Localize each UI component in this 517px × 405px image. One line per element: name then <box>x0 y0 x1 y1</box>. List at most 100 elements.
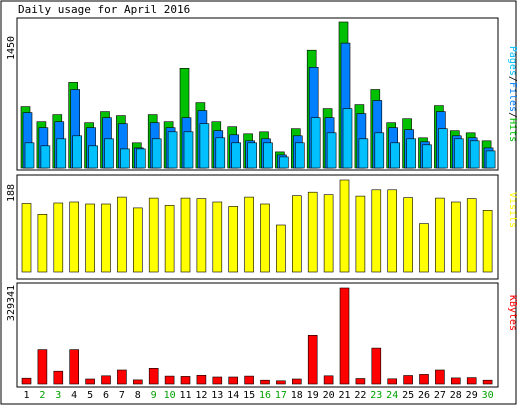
x-tick-label-7: 7 <box>119 390 125 401</box>
bar-pages-day-3 <box>56 138 67 169</box>
bar-visits-day-25 <box>403 197 413 273</box>
x-tick-label-22: 22 <box>354 390 366 401</box>
bar-pages-day-11 <box>183 131 194 169</box>
legend-hits: Hits <box>507 118 517 142</box>
bar-pages-day-29 <box>469 140 480 169</box>
bar-kbytes-day-20 <box>323 375 334 385</box>
bar-visits-day-26 <box>419 223 429 273</box>
bar-pages-day-7 <box>120 148 130 169</box>
bar-pages-day-12 <box>199 123 210 169</box>
bar-pages-day-21 <box>342 108 353 169</box>
bar-kbytes-day-24 <box>387 378 398 385</box>
panel1-ymax-label: 1450 <box>6 36 17 60</box>
bar-kbytes-day-8 <box>133 379 143 385</box>
bar-visits-day-21 <box>339 179 350 273</box>
bar-kbytes-day-10 <box>164 375 175 385</box>
bar-pages-day-17 <box>279 156 289 169</box>
bar-kbytes-day-4 <box>69 349 79 385</box>
bar-visits-day-12 <box>196 198 207 273</box>
x-axis-day-labels: 1 2 3 4 5 6 7 8 9 10 11 12 13 14 15 16 17 18 19 20 21 22 23 24 2… <box>23 390 493 401</box>
x-tick-label-16: 16 <box>259 390 271 401</box>
x-tick-label-10: 10 <box>164 390 176 401</box>
bar-pages-day-9 <box>151 138 162 169</box>
bar-kbytes-day-3 <box>53 370 64 385</box>
x-tick-label-17: 17 <box>275 390 287 401</box>
panel1-legend: Pages/Files/Hits <box>507 46 517 142</box>
bar-pages-day-13 <box>215 137 226 169</box>
x-tick-label-30: 30 <box>482 390 494 401</box>
x-tick-label-6: 6 <box>103 390 109 401</box>
bar-visits-day-11 <box>180 197 191 273</box>
bar-pages-day-16 <box>263 142 273 169</box>
bar-visits-day-18 <box>291 195 302 273</box>
chart-title: Daily usage for April 2016 <box>18 3 190 16</box>
bar-pages-day-24 <box>390 142 401 169</box>
legend-files: Files <box>507 82 517 112</box>
bar-visits-day-6 <box>101 203 111 273</box>
bar-kbytes-day-14 <box>228 376 238 385</box>
x-tick-label-15: 15 <box>243 390 255 401</box>
bar-kbytes-day-2 <box>37 349 48 385</box>
bar-kbytes-day-5 <box>85 378 95 385</box>
bar-pages-day-6 <box>104 138 114 169</box>
bar-visits-day-2 <box>37 214 48 273</box>
bar-visits-day-19 <box>307 191 318 273</box>
bar-pages-day-4 <box>72 135 82 169</box>
panel2-bars <box>21 179 493 273</box>
bar-pages-day-28 <box>453 138 464 169</box>
x-tick-label-26: 26 <box>418 390 430 401</box>
bar-visits-day-14 <box>228 206 238 273</box>
bar-kbytes-day-17 <box>276 380 286 385</box>
x-tick-label-11: 11 <box>179 390 191 401</box>
bar-visits-day-8 <box>133 207 143 273</box>
x-tick-label-9: 9 <box>151 390 157 401</box>
bar-visits-day-5 <box>85 203 95 273</box>
bar-kbytes-day-16 <box>260 379 270 385</box>
bar-pages-day-22 <box>358 138 369 169</box>
panel1-bars <box>20 21 496 169</box>
bar-pages-day-18 <box>294 142 305 169</box>
bar-visits-day-1 <box>21 203 32 273</box>
bar-kbytes-day-18 <box>291 378 302 385</box>
bar-kbytes-day-25 <box>403 375 413 385</box>
x-tick-label-14: 14 <box>227 390 239 401</box>
bar-pages-day-15 <box>247 142 257 169</box>
bar-kbytes-day-21 <box>339 287 350 385</box>
kbytes-panel: 329341 KBytes <box>6 282 517 388</box>
bar-visits-day-20 <box>323 194 334 273</box>
x-tick-label-23: 23 <box>370 390 382 401</box>
bar-kbytes-day-9 <box>148 367 159 385</box>
bar-kbytes-day-11 <box>180 376 191 385</box>
x-tick-label-5: 5 <box>87 390 93 401</box>
bar-pages-day-27 <box>438 128 448 169</box>
x-tick-label-2: 2 <box>39 390 45 401</box>
visits-panel: 188 Visits <box>6 174 517 280</box>
x-tick-label-13: 13 <box>211 390 223 401</box>
bar-pages-day-20 <box>326 132 337 169</box>
bar-pages-day-26 <box>422 144 432 169</box>
x-tick-label-27: 27 <box>434 390 446 401</box>
legend-separator: / <box>507 76 517 82</box>
x-tick-label-21: 21 <box>338 390 350 401</box>
x-tick-label-18: 18 <box>291 390 303 401</box>
bar-visits-day-30 <box>482 210 493 273</box>
bar-visits-day-27 <box>435 197 445 273</box>
bar-pages-day-30 <box>485 150 496 169</box>
bar-visits-day-4 <box>69 201 79 273</box>
x-tick-label-1: 1 <box>23 390 29 401</box>
bar-kbytes-day-12 <box>196 374 207 385</box>
bar-kbytes-day-30 <box>482 379 493 385</box>
bar-pages-day-1 <box>24 142 35 169</box>
bar-visits-day-3 <box>53 202 64 273</box>
bar-visits-day-28 <box>450 201 461 273</box>
bar-pages-day-23 <box>374 132 385 169</box>
bar-visits-day-16 <box>260 203 270 273</box>
bar-visits-day-10 <box>164 205 175 273</box>
bar-pages-day-5 <box>88 145 98 169</box>
panel3-frame <box>16 282 499 388</box>
x-tick-label-12: 12 <box>195 390 207 401</box>
x-tick-label-4: 4 <box>71 390 77 401</box>
bar-kbytes-day-13 <box>212 376 223 385</box>
